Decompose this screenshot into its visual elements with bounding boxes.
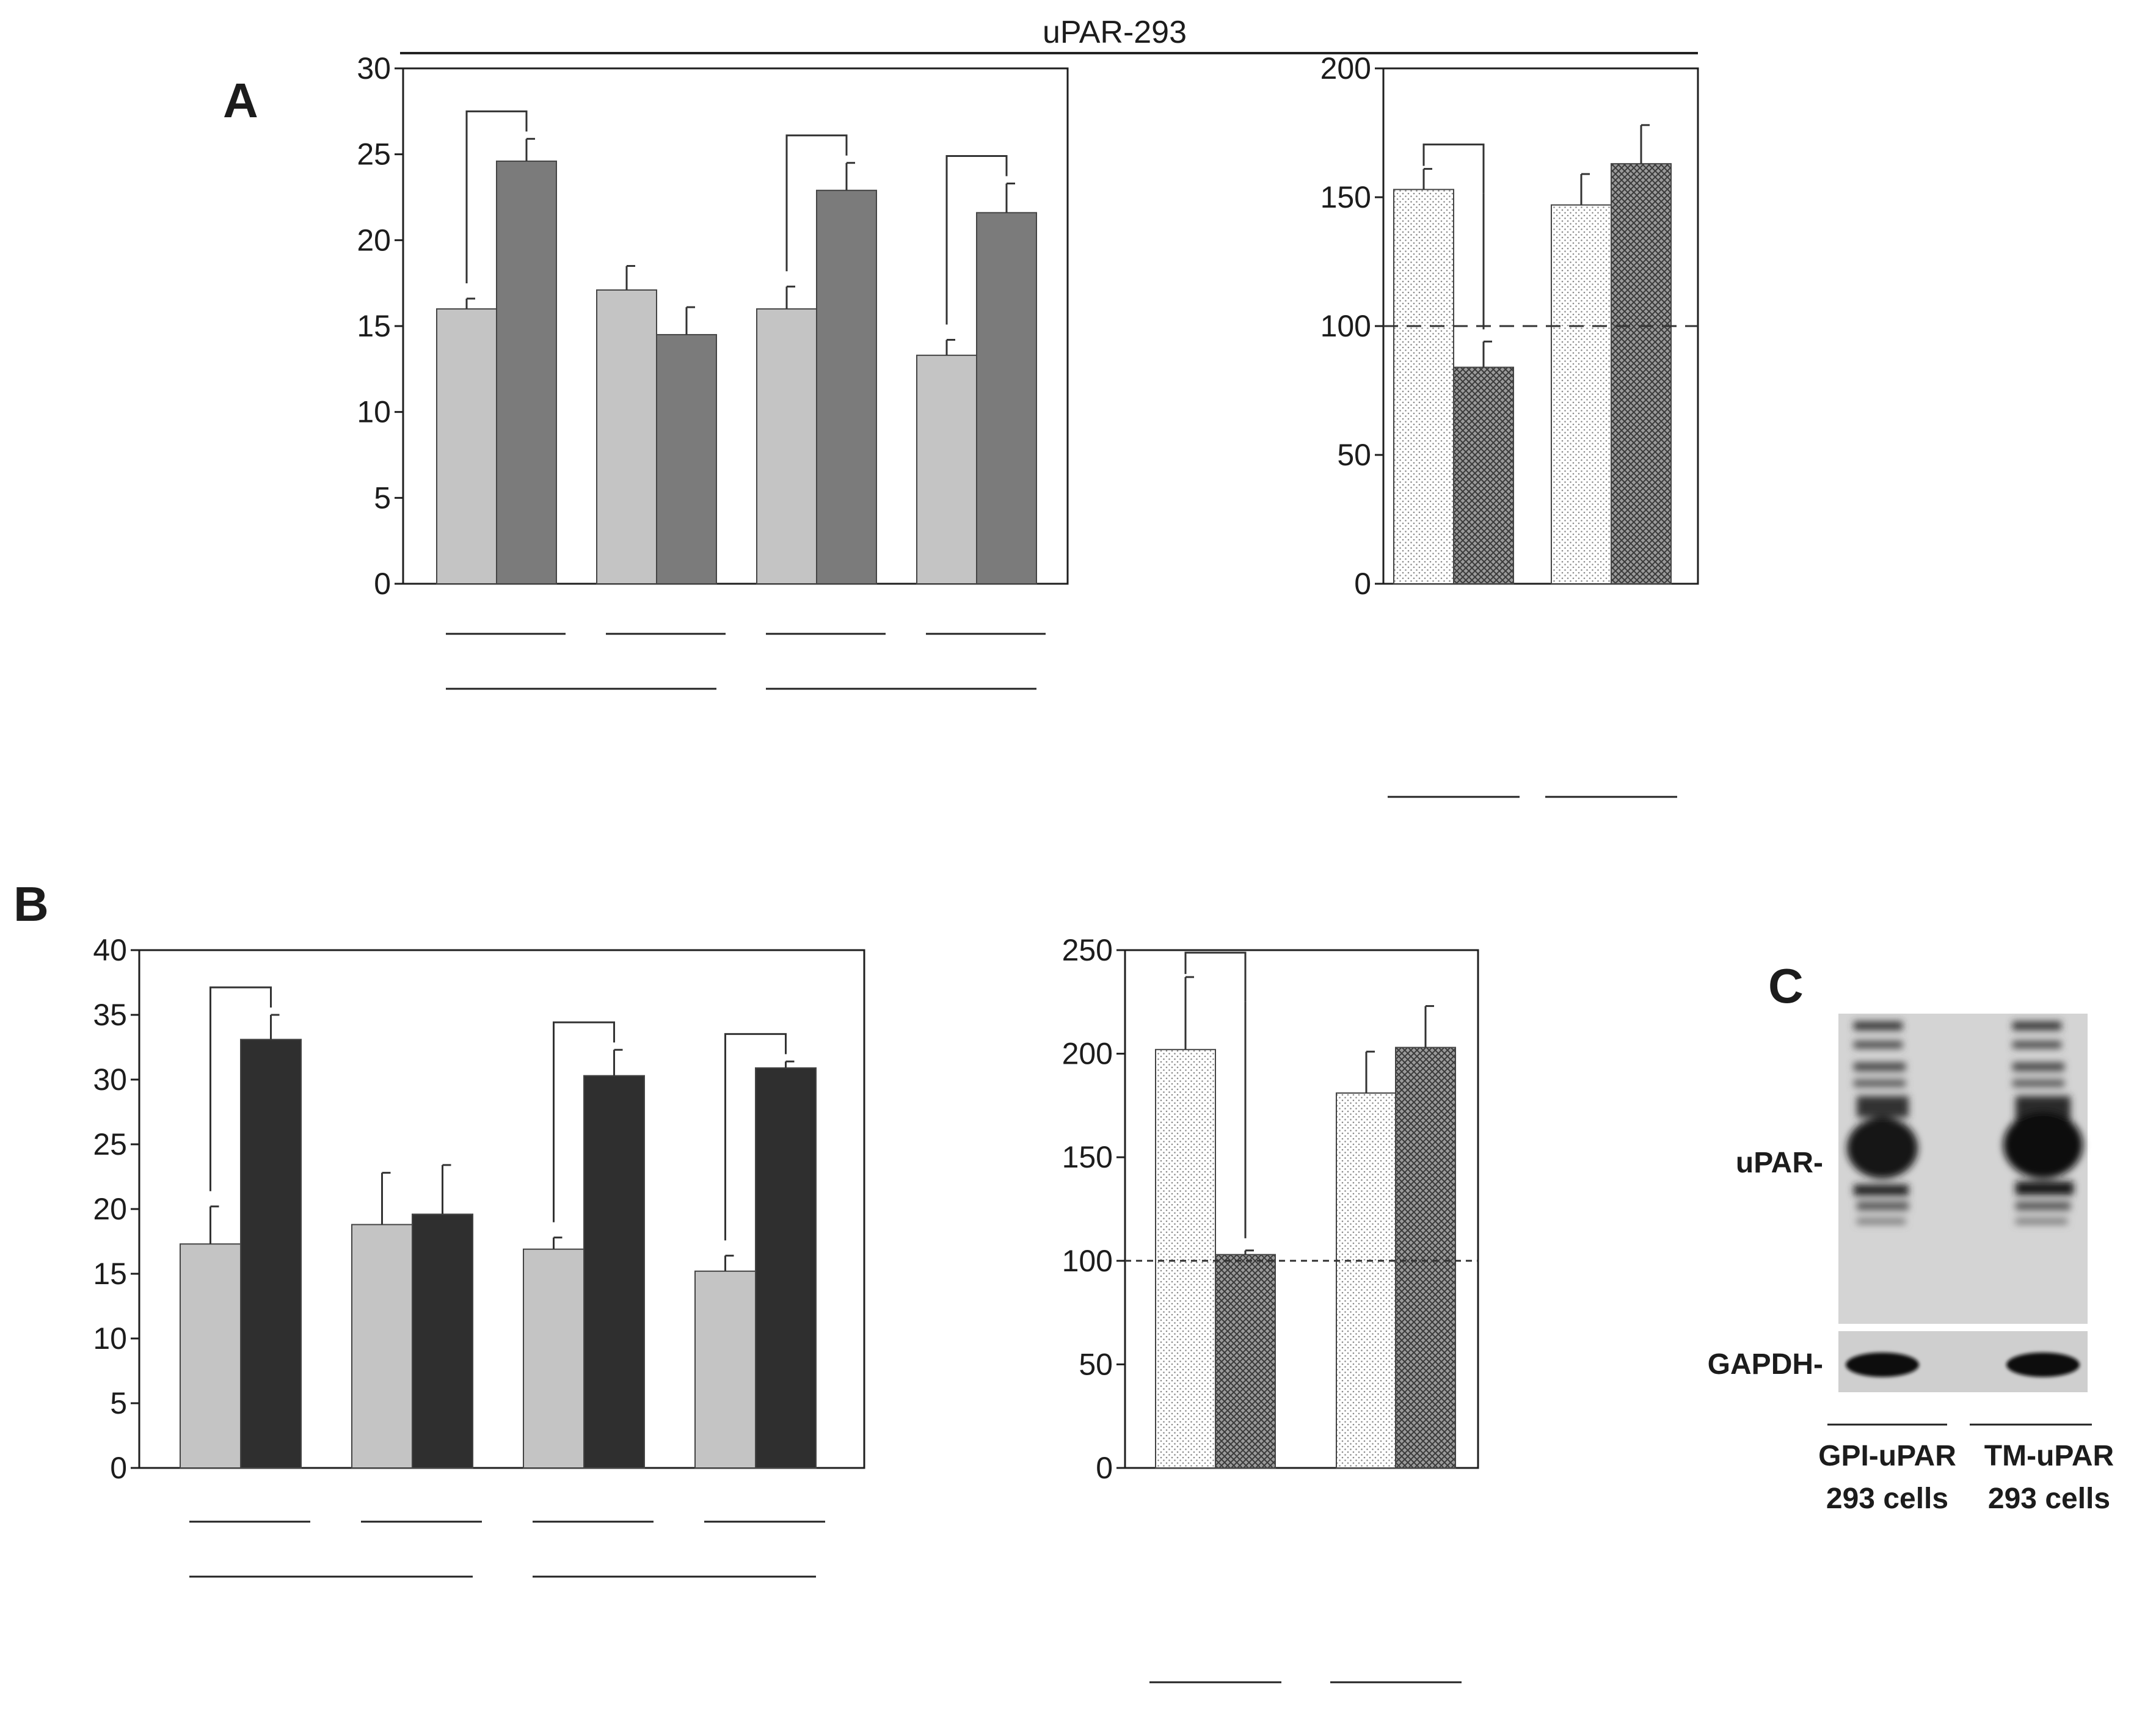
upar-band	[2016, 1182, 2074, 1195]
significance-bracket	[553, 1021, 615, 1222]
panel-label-c: C	[1768, 959, 1804, 1013]
y-tick-label: 200	[1320, 51, 1371, 85]
bar-fbs-minus	[180, 1243, 241, 1469]
bar-ni	[1336, 1092, 1397, 1469]
bar-fbs-plus	[755, 1067, 817, 1469]
bar-ni	[1393, 189, 1454, 584]
y-tick-label: 20	[93, 1192, 127, 1226]
upar-band	[1857, 1202, 1909, 1210]
bar-anti-upar	[1611, 163, 1672, 584]
bar-ni	[1155, 1048, 1216, 1469]
upar-band	[1854, 1062, 1906, 1071]
y-tick-label: 10	[93, 1321, 127, 1356]
y-tick-label: 25	[357, 137, 391, 172]
y-tick-label: 15	[357, 309, 391, 343]
y-tick-label: 25	[93, 1127, 127, 1161]
upar-band	[1857, 1096, 1909, 1117]
upar-band	[2012, 1022, 2061, 1030]
blot-lane-2-label: TM-uPAR	[1984, 1440, 2114, 1472]
gapdh-band-lane-2	[2006, 1353, 2080, 1377]
y-tick-label: 5	[374, 481, 391, 515]
significance-bracket	[465, 110, 528, 283]
chart-a-cell-number: 0 5 10 15 20 25 30	[357, 51, 1069, 690]
bar-anti-upar	[1453, 366, 1514, 585]
y-tick-label: 35	[93, 998, 127, 1032]
significance-bracket	[785, 134, 848, 272]
bar-fbs-plus	[496, 160, 557, 585]
chart-a-cell-migration: 0 50 100 150 200	[1320, 51, 1699, 798]
y-tick-label: 150	[1320, 180, 1371, 214]
y-tick-label: 20	[357, 223, 391, 257]
y-tick-label: 100	[1320, 309, 1371, 343]
bar-fbs-minus	[596, 289, 657, 584]
plot-frame	[1124, 949, 1479, 1469]
upar-band	[1854, 1041, 1903, 1048]
upar-band	[1854, 1022, 1903, 1030]
significance-bracket	[724, 1033, 787, 1241]
blot-lane-1-label: GPI-uPAR	[1818, 1440, 1956, 1472]
western-blot: uPAR- GAPDH- GPI-uPAR 293 cells TM-uPAR …	[1708, 1014, 2114, 1515]
y-tick-label: 100	[1062, 1244, 1113, 1278]
y-tick-label: 50	[1337, 438, 1371, 472]
y-tick-label: 5	[110, 1386, 127, 1420]
bar-fbs-plus	[816, 189, 877, 585]
y-tick-label: 0	[110, 1451, 127, 1485]
blot-lane-1-sublabel: 293 cells	[1826, 1483, 1948, 1515]
significance-bracket	[209, 986, 272, 1191]
bar-fbs-plus	[412, 1213, 473, 1469]
y-tick-label: 50	[1079, 1347, 1113, 1381]
bar-fbs-minus	[756, 308, 817, 584]
significance-bracket	[1184, 951, 1247, 1002]
panel-label-a: A	[223, 73, 258, 128]
significance-bracket	[945, 154, 1008, 325]
chart-b-cell-migration: 0 50 100 150 200 250	[1062, 933, 1479, 1683]
bar-ni	[1551, 204, 1612, 585]
bar-fbs-minus	[523, 1248, 585, 1469]
upar-band	[2016, 1202, 2070, 1210]
upar-band	[1854, 1185, 1909, 1196]
upar-band	[1857, 1218, 1906, 1224]
bar-fbs-plus	[656, 334, 717, 584]
upar-band	[2012, 1080, 2064, 1087]
bar-fbs-minus	[351, 1224, 413, 1469]
bar-fbs-minus	[436, 308, 497, 584]
y-tick-label: 30	[357, 51, 391, 85]
blot-upar-lane-2-bands	[2003, 1022, 2083, 1224]
upar-band	[2012, 1062, 2064, 1071]
upar-band	[1854, 1080, 1906, 1087]
y-tick-label: 150	[1062, 1140, 1113, 1174]
y-tick-label: 200	[1062, 1037, 1113, 1071]
y-tick-label: 30	[93, 1062, 127, 1097]
y-tick-label: 0	[1354, 567, 1371, 601]
y-tick-label: 0	[1096, 1451, 1113, 1485]
significance-bracket	[1422, 143, 1485, 194]
gapdh-band-lane-1	[1846, 1353, 1919, 1377]
upar-band-main	[1847, 1117, 1918, 1179]
bar-anti-upar	[1215, 1254, 1276, 1469]
y-tick-label: 40	[93, 933, 127, 967]
y-tick-label: 15	[93, 1257, 127, 1291]
upar-band	[2012, 1041, 2061, 1048]
bar-fbs-plus	[583, 1075, 645, 1469]
upar-band-main	[2003, 1111, 2083, 1179]
bar-fbs-plus	[976, 212, 1037, 584]
bar-fbs-plus	[240, 1039, 302, 1469]
blot-label-gapdh: GAPDH-	[1708, 1348, 1823, 1381]
panel-label-b: B	[13, 877, 49, 931]
bar-fbs-minus	[694, 1270, 756, 1469]
y-tick-label: 10	[357, 395, 391, 429]
blot-label-upar: uPAR-	[1736, 1147, 1823, 1179]
header-title: uPAR-293	[1043, 15, 1187, 50]
bar-anti-upar	[1395, 1047, 1456, 1469]
blot-lane-2-sublabel: 293 cells	[1988, 1483, 2110, 1515]
y-tick-label: 0	[374, 567, 391, 601]
upar-band	[2016, 1218, 2067, 1224]
chart-b-cell-number: 0 5 10 15 20 25 30 35 40	[93, 933, 865, 1578]
y-tick-label: 250	[1062, 933, 1113, 967]
bar-fbs-minus	[916, 354, 977, 584]
blot-upar-lane-1-bands	[1847, 1022, 1918, 1224]
